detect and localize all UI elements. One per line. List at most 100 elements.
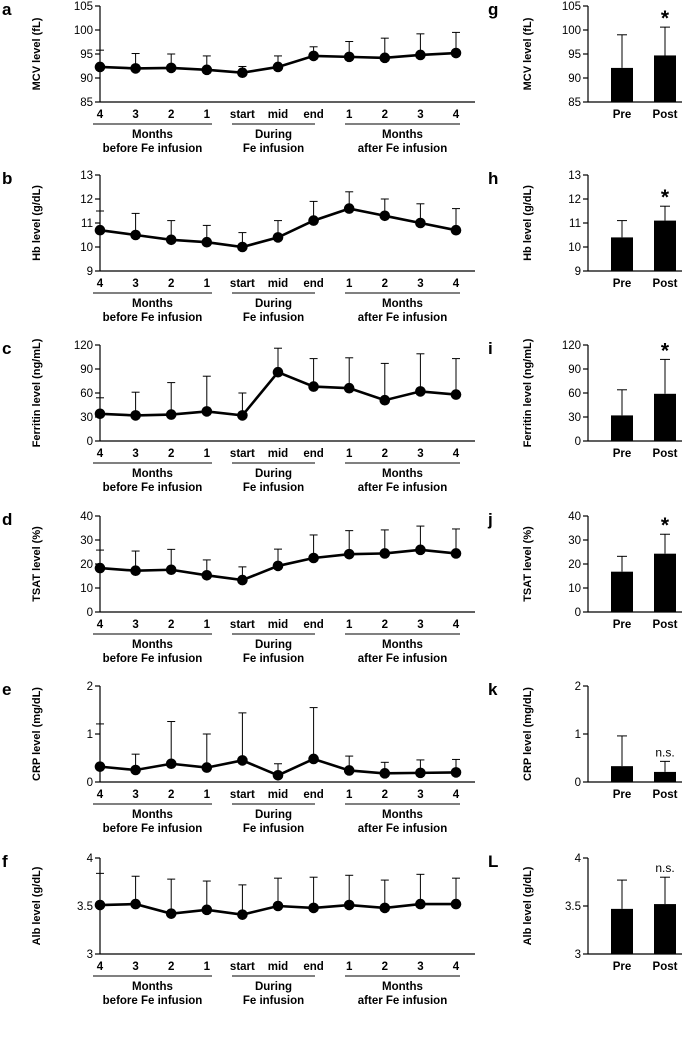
y-tick-label: 85 [568, 97, 581, 109]
x-tick-label: Post [653, 961, 678, 973]
data-point [379, 210, 391, 222]
x-tick-label: mid [268, 448, 288, 460]
data-point [165, 758, 177, 770]
data-point [415, 49, 426, 61]
data-point [237, 909, 248, 920]
group-label: Fe infusion [243, 995, 304, 1007]
group-label: Months [132, 468, 173, 480]
group-label: Months [382, 468, 423, 480]
panel-i: i Ferritin level (ng/mL) 0 30 60 90 120 Pre Post… [488, 338, 682, 460]
y-axis-title: CRP level (mg/dL) [31, 687, 43, 781]
data-point [308, 902, 319, 914]
x-tick-label: mid [268, 619, 288, 631]
group-label: During [255, 639, 292, 651]
panel-label: i [488, 339, 493, 358]
data-point [415, 767, 426, 779]
x-tick-label: 4 [453, 789, 460, 801]
x-tick-label: 1 [346, 619, 353, 631]
y-tick-label: 11 [569, 218, 581, 230]
panel-L: L Alb level (g/dL) 3 3.5 4 Pre Post n.s. [488, 852, 682, 973]
x-tick-label: start [230, 278, 255, 290]
x-tick-label: 1 [204, 278, 211, 290]
x-tick-label: 1 [204, 109, 211, 121]
x-tick-label: 2 [382, 278, 388, 290]
bar [654, 393, 676, 441]
y-tick-label: 9 [87, 266, 93, 278]
panel-e: e CRP level (mg/dL) 0 1 2 4 3 2 1 start mid end 1 2 3 4… [2, 680, 475, 835]
data-point [237, 241, 248, 253]
x-tick-label: 3 [417, 278, 423, 290]
group-label: During [255, 298, 292, 310]
x-tick-label: 3 [132, 109, 138, 121]
data-point [94, 899, 106, 911]
y-axis-title: Ferritin level (ng/mL) [522, 338, 534, 447]
data-point [272, 900, 284, 912]
data-point [308, 381, 319, 392]
x-tick-label: start [230, 448, 255, 460]
series-line [99, 370, 457, 417]
data-point [130, 410, 141, 421]
y-tick-label: 20 [568, 559, 581, 571]
data-point [94, 408, 106, 420]
x-tick-label: 3 [417, 448, 423, 460]
data-point [450, 389, 462, 400]
data-point [165, 409, 177, 420]
data-point [237, 410, 248, 421]
data-point [94, 224, 106, 236]
data-point [308, 753, 319, 765]
panel-label: d [2, 510, 12, 529]
data-point [165, 234, 177, 246]
data-point [272, 560, 284, 572]
x-tick-label: 4 [97, 619, 104, 631]
y-tick-label: 105 [562, 1, 581, 13]
x-tick-label: 2 [168, 278, 174, 290]
x-tick-label: 2 [168, 961, 174, 973]
data-point [94, 562, 106, 574]
group-label: after Fe infusion [358, 482, 447, 494]
x-tick-label: 1 [204, 961, 211, 973]
x-tick-label: end [303, 789, 323, 801]
y-tick-label: 90 [568, 364, 581, 376]
bar [611, 415, 633, 441]
x-tick-label: Post [653, 109, 678, 121]
x-tick-label: 3 [417, 619, 423, 631]
bar [611, 908, 633, 954]
y-tick-label: 95 [568, 49, 581, 61]
x-tick-label: Pre [613, 278, 632, 290]
group-label: Fe infusion [243, 823, 304, 835]
y-tick-label: 9 [575, 266, 581, 278]
x-tick-label: 2 [168, 448, 174, 460]
x-tick-label: 2 [168, 789, 174, 801]
panel-label: L [488, 852, 498, 871]
x-tick-label: Pre [613, 961, 632, 973]
bar [611, 237, 633, 271]
y-tick-label: 2 [87, 681, 93, 693]
group-label: Months [132, 809, 173, 821]
x-tick-label: start [230, 961, 255, 973]
y-tick-label: 30 [80, 535, 93, 547]
data-point [94, 61, 106, 73]
y-tick-label: 1 [575, 729, 581, 741]
y-axis-title: TSAT level (%) [31, 526, 43, 602]
y-axis-title: TSAT level (%) [522, 526, 534, 602]
data-point [130, 764, 141, 776]
data-point [237, 755, 248, 766]
y-tick-label: 30 [568, 412, 581, 424]
y-tick-label: 40 [80, 511, 93, 523]
x-tick-label: 1 [204, 448, 211, 460]
data-point [379, 52, 391, 64]
x-tick-label: 4 [97, 961, 104, 973]
data-point [379, 768, 391, 779]
y-tick-label: 90 [568, 73, 581, 85]
y-axis-title: Alb level (g/dL) [522, 866, 534, 945]
panel-g: g MCV level (fL) 85 90 95 100 105 Pre Post * [488, 0, 682, 121]
x-tick-label: 3 [417, 109, 423, 121]
group-label: Months [382, 639, 423, 651]
significance-marker: n.s. [655, 745, 674, 759]
x-tick-label: end [303, 109, 323, 121]
panel-label: e [2, 680, 11, 699]
x-tick-label: Pre [613, 448, 632, 460]
significance-marker: * [661, 7, 670, 30]
significance-marker: n.s. [655, 861, 674, 875]
